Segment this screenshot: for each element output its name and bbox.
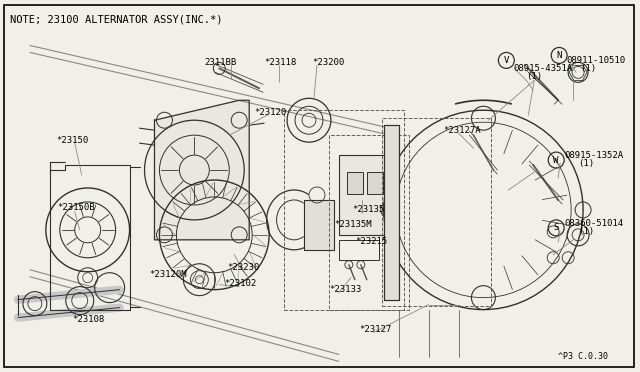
Text: 08360-51014: 08360-51014: [564, 219, 623, 228]
Bar: [329, 135, 409, 310]
Text: (1): (1): [578, 158, 594, 167]
Bar: [384, 125, 399, 299]
Text: *23135: *23135: [352, 205, 384, 214]
Bar: [381, 118, 492, 306]
Text: *23127: *23127: [359, 325, 391, 334]
Text: 08915-1352A: 08915-1352A: [564, 151, 623, 160]
Text: V: V: [504, 56, 509, 65]
Text: *23127A: *23127A: [444, 126, 481, 135]
Text: *23230: *23230: [227, 263, 259, 272]
Text: *23118: *23118: [264, 58, 296, 67]
Text: ^P3 C.0.30: ^P3 C.0.30: [558, 352, 608, 362]
Text: NOTE; 23100 ALTERNATOR ASSY(INC.*): NOTE; 23100 ALTERNATOR ASSY(INC.*): [10, 15, 223, 25]
Text: *23135M: *23135M: [334, 220, 372, 230]
Bar: [304, 200, 334, 250]
Bar: [384, 125, 399, 299]
Bar: [347, 172, 363, 194]
Bar: [367, 172, 383, 194]
Text: *23120: *23120: [254, 108, 287, 117]
Bar: [339, 240, 379, 260]
Text: S: S: [554, 223, 559, 232]
Text: 08911-10510: 08911-10510: [566, 56, 625, 65]
Text: (1): (1): [578, 227, 594, 236]
Text: W: W: [554, 155, 559, 164]
Text: *23200: *23200: [312, 58, 344, 67]
Text: (1): (1): [526, 72, 543, 81]
Text: N: N: [557, 51, 562, 60]
Polygon shape: [154, 100, 249, 240]
Text: (1): (1): [580, 64, 596, 73]
Bar: [339, 155, 388, 235]
Text: 08915-4351A: 08915-4351A: [513, 64, 572, 73]
Text: *23102: *23102: [224, 279, 257, 288]
Text: *23215: *23215: [355, 237, 387, 246]
Text: 2311BB: 2311BB: [204, 58, 237, 67]
Text: *23150: *23150: [56, 136, 88, 145]
Text: *23133: *23133: [329, 285, 361, 294]
Text: *23120M: *23120M: [150, 270, 187, 279]
Bar: [284, 110, 404, 310]
Text: *23108: *23108: [72, 315, 104, 324]
Text: *23150B: *23150B: [57, 203, 95, 212]
